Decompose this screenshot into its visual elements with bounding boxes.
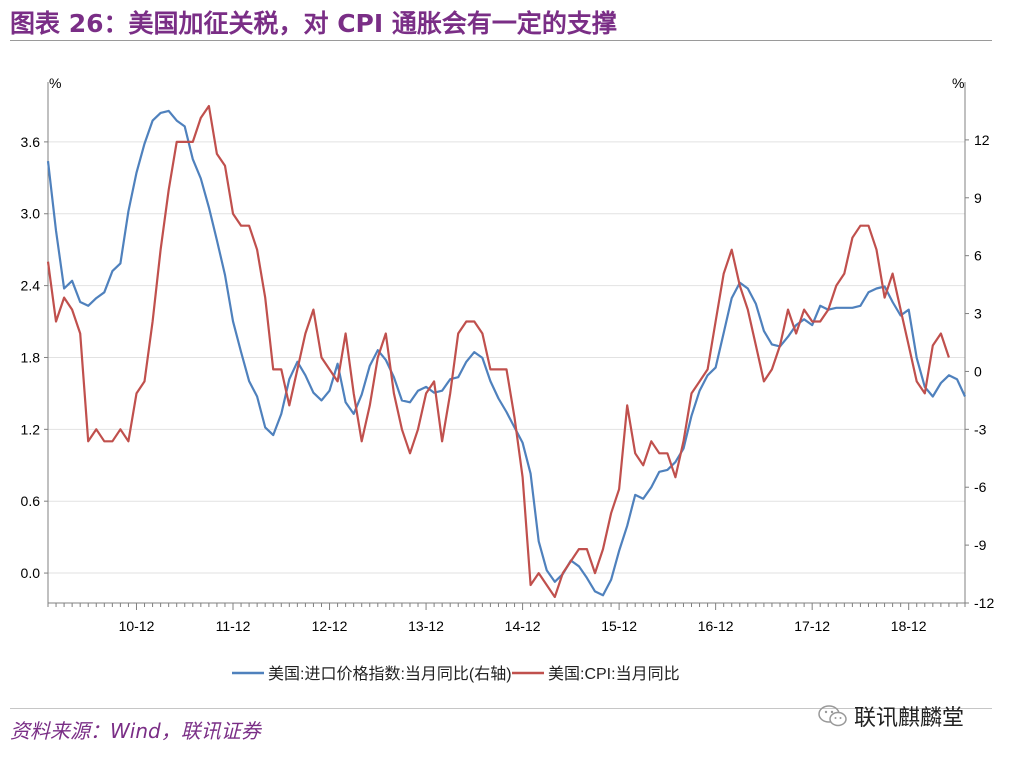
title-rule <box>10 40 992 41</box>
footer-rule <box>10 708 992 709</box>
x-tick-label: 16-12 <box>698 618 734 634</box>
x-tick-label: 12-12 <box>312 618 348 634</box>
right-tick-label: -6 <box>974 479 987 495</box>
right-tick-label: 6 <box>974 248 982 264</box>
x-axis-ticks: 10-12 11-12 12-12 13-12 14-12 15-12 16-12 17-12… <box>47 603 966 634</box>
left-tick-label: 3.6 <box>21 134 41 150</box>
series-import-price-line <box>46 109 966 597</box>
left-tick-label: 1.2 <box>21 421 41 437</box>
legend: 美国:进口价格指数:当月同比(右轴) 美国:CPI:当月同比 <box>232 665 680 683</box>
watermark-text: 联讯麒麟堂 <box>854 706 965 731</box>
right-tick-label: 0 <box>974 363 982 379</box>
legend-label-cpi: 美国:CPI:当月同比 <box>548 665 680 683</box>
right-tick-label: -9 <box>974 537 987 553</box>
right-axis-unit: % <box>952 75 964 91</box>
right-tick-label: 3 <box>974 306 982 322</box>
x-tick-label: 14-12 <box>505 618 541 634</box>
right-axis-ticks: -12 -9 -6 -3 0 3 6 9 12 <box>965 132 994 611</box>
x-tick-label: 11-12 <box>216 618 251 634</box>
line-chart: 0.0 0.6 1.2 1.8 2.4 3.0 3.6 -12 -9 -6 -3 0 3 6 9 12 10… <box>21 75 995 683</box>
legend-label-import-price: 美国:进口价格指数:当月同比(右轴) <box>268 665 512 683</box>
left-axis-unit: % <box>49 75 61 91</box>
series-cpi-line <box>46 104 950 599</box>
gridlines <box>48 141 965 574</box>
x-tick-label: 17-12 <box>794 618 830 634</box>
right-tick-label: 12 <box>974 132 990 148</box>
left-tick-label: 0.0 <box>21 565 41 581</box>
left-tick-label: 1.8 <box>21 349 41 365</box>
right-tick-label: 9 <box>974 190 982 206</box>
right-tick-label: -12 <box>974 595 994 611</box>
right-tick-label: -3 <box>974 421 987 437</box>
left-axis-ticks: 0.0 0.6 1.2 1.8 2.4 3.0 3.6 <box>21 134 48 581</box>
x-tick-label: 13-12 <box>408 618 444 634</box>
figure-title: 图表 26：美国加征关税，对 CPI 通胀会有一定的支撑 <box>10 9 617 38</box>
axes <box>47 82 966 604</box>
wechat-icon <box>818 705 847 727</box>
source-note: 资料来源：Wind，联讯证券 <box>10 719 261 743</box>
watermark: 联讯麒麟堂 <box>818 700 964 732</box>
left-tick-label: 2.4 <box>21 278 41 294</box>
left-tick-label: 3.0 <box>21 206 41 222</box>
series-lines <box>46 104 966 599</box>
x-tick-label: 18-12 <box>891 618 927 634</box>
x-tick-label: 15-12 <box>601 618 637 634</box>
left-tick-label: 0.6 <box>21 493 41 509</box>
x-tick-label: 10-12 <box>119 618 155 634</box>
